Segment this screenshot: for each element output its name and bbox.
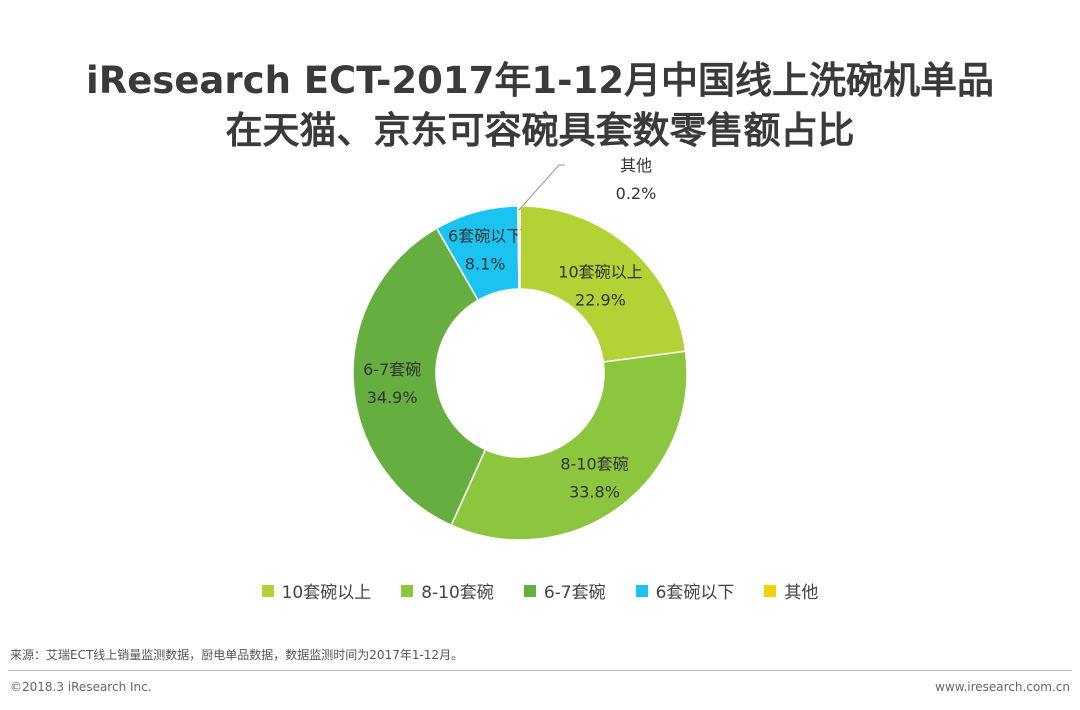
slice-category-label: 6-7套碗 [363,360,421,379]
chart-title-line2: 在天猫、京东可容碗具套数零售额占比 [225,109,855,152]
legend-label: 6套碗以下 [655,583,735,603]
slice-value-label: 22.9% [575,290,626,309]
legend-swatch [764,584,777,597]
donut-slice [519,205,687,363]
website-link[interactable]: www.iresearch.com.cn [935,680,1070,694]
donut-chart: 10套碗以上 22.9% 8-10套碗 33.8% 6-7套碗 34.9% 6套碗以下 8.1… [352,156,688,541]
legend-item: 其他 [764,578,818,603]
footer-divider [8,670,1072,671]
slice-category-label: 10套碗以上 [558,262,642,281]
donut-slice [517,205,521,290]
donut-slice [352,227,487,527]
chart-legend: 10套碗以上 8-10套碗 6-7套碗 6套碗以下 其他 [0,578,1080,603]
slice-category-label: 其他 [620,156,652,175]
slice-category-label: 6套碗以下 [448,227,522,246]
legend-swatch [401,584,414,597]
copyright: ©2018.3 iResearch Inc. [10,680,152,694]
chart-title-line1: iResearch ECT-2017年1-12月中国线上洗碗机单品 [86,59,994,102]
slice-value-label: 33.8% [569,482,620,501]
legend-swatch [523,584,536,597]
legend-label: 6-7套碗 [543,583,606,603]
legend-item: 8-10套碗 [401,578,494,603]
legend-label: 10套碗以上 [281,583,372,603]
donut-slice [450,350,688,541]
legend-label: 8-10套碗 [421,583,494,603]
slice-category-label: 8-10套碗 [560,454,628,473]
legend-swatch [261,584,274,597]
legend-swatch [635,584,648,597]
slice-value-label: 8.1% [465,255,506,274]
slice-value-label: 34.9% [367,388,418,407]
legend-item: 6-7套碗 [523,578,606,603]
legend-label: 其他 [784,583,819,603]
source-note: 来源：艾瑞ECT线上销量监测数据，厨电单品数据，数据监测时间为2017年1-12… [10,648,464,662]
chart-title: iResearch ECT-2017年1-12月中国线上洗碗机单品 在天猫、京东… [0,56,1080,156]
legend-item: 6套碗以下 [635,578,735,603]
legend-item: 10套碗以上 [261,578,372,603]
slice-value-label: 0.2% [616,184,657,203]
leader-line [518,164,565,211]
